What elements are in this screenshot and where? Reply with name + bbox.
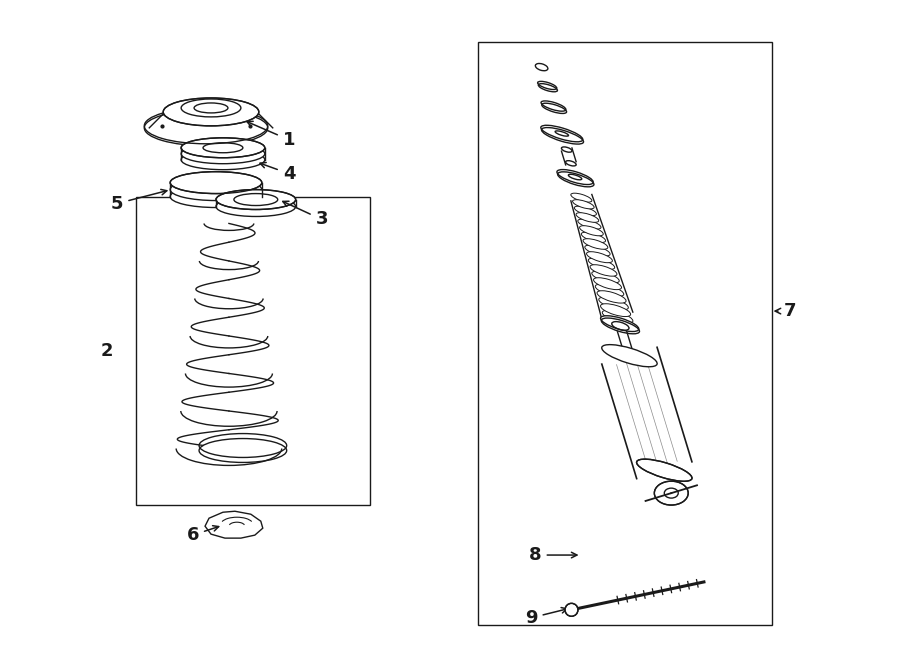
Text: 3: 3: [283, 201, 328, 229]
Text: 1: 1: [247, 122, 295, 149]
Polygon shape: [205, 511, 263, 538]
Ellipse shape: [181, 144, 265, 164]
Ellipse shape: [541, 101, 566, 111]
Ellipse shape: [216, 196, 296, 217]
Ellipse shape: [541, 126, 583, 142]
Text: 6: 6: [186, 525, 219, 544]
Ellipse shape: [565, 161, 576, 166]
Ellipse shape: [170, 178, 262, 200]
Ellipse shape: [199, 438, 287, 463]
Ellipse shape: [557, 170, 593, 184]
Ellipse shape: [600, 316, 639, 332]
Bar: [478, 42, 771, 625]
Ellipse shape: [571, 193, 592, 202]
Ellipse shape: [216, 190, 296, 210]
Ellipse shape: [572, 200, 594, 209]
Ellipse shape: [585, 245, 610, 256]
Ellipse shape: [536, 63, 548, 71]
Ellipse shape: [636, 459, 692, 481]
Ellipse shape: [597, 291, 626, 303]
Ellipse shape: [593, 278, 622, 290]
Ellipse shape: [565, 603, 578, 616]
Ellipse shape: [163, 98, 259, 126]
Ellipse shape: [576, 213, 598, 222]
Text: 7: 7: [775, 302, 796, 320]
Bar: [136, 196, 370, 505]
Ellipse shape: [589, 258, 615, 270]
Ellipse shape: [574, 206, 597, 215]
Ellipse shape: [595, 284, 624, 296]
Text: 5: 5: [111, 190, 166, 213]
Ellipse shape: [562, 147, 572, 152]
Ellipse shape: [583, 239, 608, 249]
Text: 8: 8: [529, 546, 577, 564]
Ellipse shape: [170, 186, 262, 208]
Ellipse shape: [602, 310, 633, 323]
Text: 9: 9: [525, 607, 567, 627]
Ellipse shape: [598, 297, 628, 310]
Ellipse shape: [587, 252, 612, 262]
Ellipse shape: [581, 232, 606, 243]
Text: 2: 2: [100, 342, 112, 360]
Ellipse shape: [590, 264, 616, 276]
Ellipse shape: [537, 81, 557, 89]
Ellipse shape: [181, 137, 265, 158]
Ellipse shape: [181, 150, 265, 170]
Ellipse shape: [654, 481, 688, 505]
Ellipse shape: [144, 110, 268, 146]
Ellipse shape: [578, 219, 601, 229]
Ellipse shape: [600, 304, 631, 317]
Ellipse shape: [580, 225, 603, 236]
Ellipse shape: [592, 271, 619, 283]
Ellipse shape: [602, 344, 657, 367]
Text: 4: 4: [260, 163, 295, 182]
Ellipse shape: [170, 172, 262, 194]
